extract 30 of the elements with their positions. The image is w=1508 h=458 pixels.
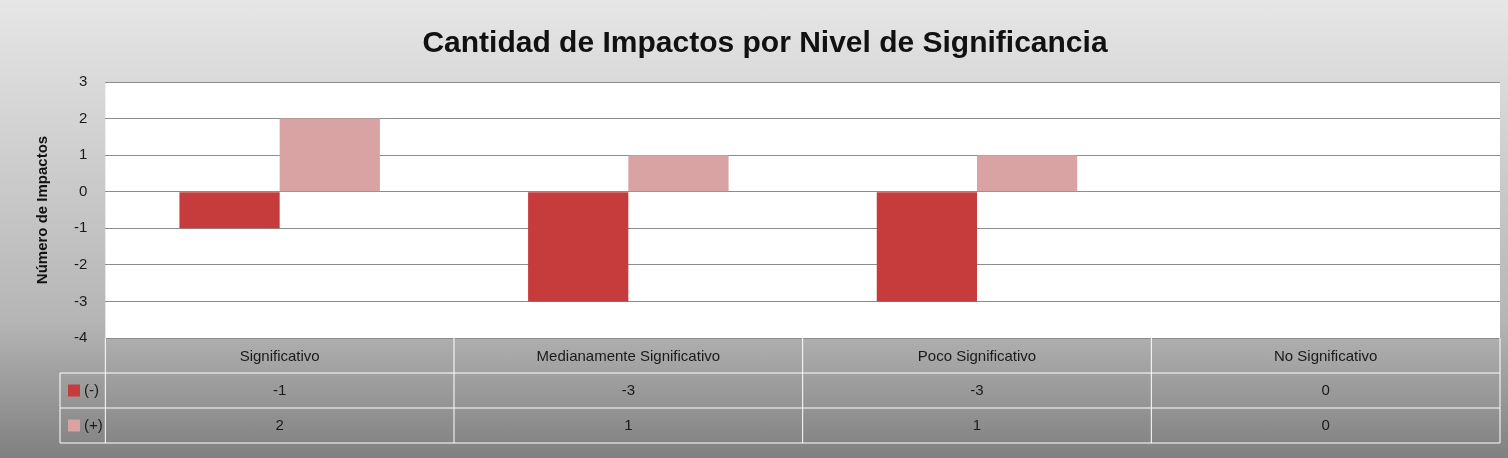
y-tick-label: -1 xyxy=(73,218,88,236)
y-axis-title: Número de Impactos xyxy=(33,135,51,285)
data-label: -1 xyxy=(273,380,287,398)
y-tick-label: 3 xyxy=(78,72,88,90)
data-label: 1 xyxy=(972,415,982,433)
y-tick-label: 2 xyxy=(78,108,88,126)
x-tick-label: Significativo xyxy=(239,347,320,365)
bar xyxy=(628,155,729,192)
data-label: 2 xyxy=(275,415,284,433)
data-label: -3 xyxy=(970,380,984,398)
bar xyxy=(279,118,380,192)
chart-title: Cantidad de Impactos por Nivel de Significancia xyxy=(422,25,1108,59)
bar xyxy=(179,192,280,229)
legend-label: (+) xyxy=(84,415,103,433)
bar xyxy=(528,192,629,302)
bar xyxy=(876,192,977,302)
data-label: 0 xyxy=(1321,415,1330,433)
data-label: 0 xyxy=(1321,380,1330,398)
bar xyxy=(977,155,1078,192)
data-label: 1 xyxy=(624,415,633,433)
x-tick-label: Medianamente Significativo xyxy=(536,347,721,365)
legend-label: (-) xyxy=(84,380,99,398)
y-tick-label: -2 xyxy=(73,255,88,272)
data-label: -3 xyxy=(621,380,636,398)
y-tick-label: -3 xyxy=(73,291,88,309)
y-tick-label: -4 xyxy=(73,328,88,346)
y-tick-label: 1 xyxy=(78,145,88,163)
x-tick-label: Poco Significativo xyxy=(917,347,1037,365)
x-tick-label: No Significativo xyxy=(1273,347,1378,365)
y-tick-label: 0 xyxy=(78,181,88,199)
